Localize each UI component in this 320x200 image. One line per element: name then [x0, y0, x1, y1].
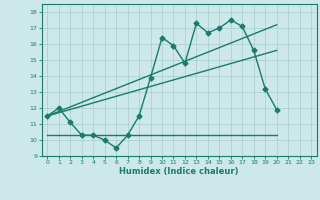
X-axis label: Humidex (Indice chaleur): Humidex (Indice chaleur): [119, 167, 239, 176]
